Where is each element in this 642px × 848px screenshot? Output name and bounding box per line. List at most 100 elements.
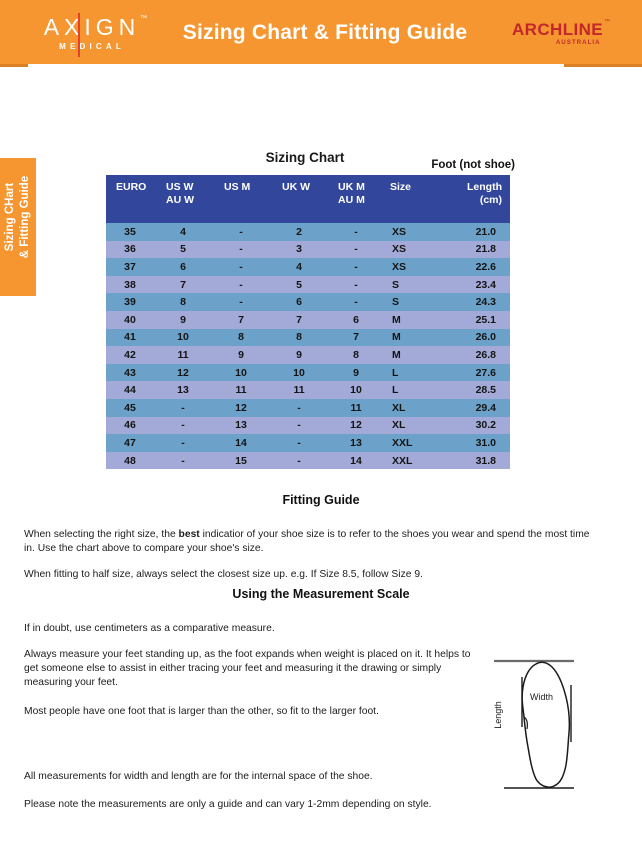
cell-uk-men: 8 — [328, 346, 384, 364]
cell-size: S — [384, 275, 446, 294]
cell-us-women: - — [154, 416, 212, 435]
cell-uk-women: 5 — [270, 275, 328, 294]
axign-stripe-accent — [78, 13, 80, 57]
cell-us-women: 9 — [154, 310, 212, 329]
measurement-scale-paragraph-1: If in doubt, use centimeters as a compar… — [24, 623, 275, 635]
sizing-chart-table: EURO US W AU W US M UK W UK M AU M Size … — [106, 175, 510, 470]
sizing-chart-body: 35 4-2- XS 21.0 36 5-3- XS 21.8 37 6-4- XS 22.6 38 7-… — [106, 223, 510, 470]
cell-size: L — [384, 381, 446, 399]
table-row: 36 5-3- XS 21.8 — [106, 240, 510, 259]
column-header-us-men-label: US M — [224, 181, 251, 193]
cell-uk-men: 14 — [328, 451, 384, 470]
column-header-us-women-label: US W — [166, 181, 194, 193]
fitting-p1-emphasis: best — [178, 529, 200, 541]
cell-length: 22.6 — [446, 258, 510, 276]
page-header-band — [0, 0, 642, 64]
axign-logo: AXIGN ™ MEDICAL — [32, 13, 152, 57]
cell-uk-men: 12 — [328, 416, 384, 435]
table-row: 48-15-14 XXL 31.8 — [106, 451, 510, 470]
cell-uk-women: - — [270, 451, 328, 470]
column-header-size-label: Size — [390, 181, 412, 193]
cell-uk-men: - — [328, 223, 384, 241]
cell-length: 26.0 — [446, 328, 510, 347]
axign-wordmark: AXIGN — [43, 14, 141, 40]
measurement-scale-paragraph-4: All measurements for width and length ar… — [24, 771, 373, 783]
cell-us-men: 11 — [212, 381, 270, 399]
cell-uk-women: 2 — [270, 223, 328, 241]
side-tab-sizing-chart: Sizing CHart & Fitting Guide — [0, 158, 36, 296]
foot-measurement-diagram: Width Length — [490, 645, 630, 845]
cell-size: XL — [384, 416, 446, 435]
cell-uk-women: 4 — [270, 258, 328, 276]
cell-length: 29.4 — [446, 398, 510, 417]
cell-euro: 44 — [106, 381, 154, 399]
table-row: 35 4-2- XS 21.0 — [106, 223, 510, 241]
cell-euro: 42 — [106, 346, 154, 364]
cell-euro: 45 — [106, 398, 154, 417]
table-row: 45-12-11 XL 29.4 — [106, 398, 510, 417]
cell-us-women: 4 — [154, 223, 212, 241]
fitting-guide-heading: Fitting Guide — [282, 493, 360, 507]
foot-outline-icon — [494, 659, 574, 789]
cell-size: XXL — [384, 451, 446, 470]
foot-not-shoe-note: Foot (not shoe) — [431, 159, 515, 171]
table-row: 44 13 11 11 10 L 28.5 — [106, 381, 510, 399]
column-header-euro: EURO — [106, 175, 154, 223]
cell-size: L — [384, 363, 446, 382]
fitting-p1-after: indicatior of your shoe size is to refer… — [24, 529, 590, 555]
cell-size: XL — [384, 398, 446, 417]
cell-length: 26.8 — [446, 346, 510, 364]
column-header-uk-men: UK M AU M — [328, 175, 384, 223]
cell-length: 31.0 — [446, 434, 510, 452]
cell-uk-women: - — [270, 434, 328, 452]
cell-euro: 35 — [106, 223, 154, 241]
table-row: 42 11 9 9 8 M 26.8 — [106, 346, 510, 364]
cell-us-women: 8 — [154, 293, 212, 311]
cell-us-women: 7 — [154, 275, 212, 294]
table-row: 46-13-12 XL 30.2 — [106, 416, 510, 435]
cell-uk-men: - — [328, 293, 384, 311]
axign-tagline: MEDICAL — [59, 42, 125, 51]
cell-size: M — [384, 346, 446, 364]
cell-size: XS — [384, 240, 446, 259]
cell-us-women: - — [154, 398, 212, 417]
cell-euro: 41 — [106, 328, 154, 347]
cell-euro: 47 — [106, 434, 154, 452]
table-row: 43 12 10 10 9 L 27.6 — [106, 363, 510, 382]
column-header-length-unit: (cm) — [479, 194, 502, 206]
diagram-length-label: Length — [492, 701, 503, 729]
cell-length: 21.0 — [446, 223, 510, 241]
table-row: 40 9 7 7 6 M 25.1 — [106, 310, 510, 329]
column-header-us-women: US W AU W — [154, 175, 212, 223]
cell-euro: 36 — [106, 240, 154, 259]
cell-us-men: - — [212, 293, 270, 311]
fitting-guide-paragraph-1: When selecting the right size, the best … — [24, 528, 596, 556]
cell-length: 28.5 — [446, 381, 510, 399]
column-header-uk-women: UK W — [270, 175, 328, 223]
table-row: 39 8-6- S 24.3 — [106, 293, 510, 311]
measurement-scale-heading: Using the Measurement Scale — [232, 587, 410, 601]
cell-uk-women: 6 — [270, 293, 328, 311]
cell-uk-men: 13 — [328, 434, 384, 452]
cell-us-men: - — [212, 240, 270, 259]
cell-uk-men: 6 — [328, 310, 384, 329]
cell-uk-men: 11 — [328, 398, 384, 417]
column-header-length: Length (cm) — [446, 175, 510, 223]
cell-length: 23.4 — [446, 275, 510, 294]
cell-euro: 48 — [106, 451, 154, 470]
fitting-guide-paragraph-2: When fitting to half size, always select… — [24, 569, 423, 581]
cell-us-men: 15 — [212, 451, 270, 470]
cell-length: 25.1 — [446, 310, 510, 329]
header-underline-divider — [0, 64, 642, 67]
cell-euro: 43 — [106, 363, 154, 382]
cell-uk-men: - — [328, 258, 384, 276]
diagram-width-label: Width — [530, 692, 554, 702]
cell-size: XXL — [384, 434, 446, 452]
cell-us-men: - — [212, 275, 270, 294]
cell-length: 21.8 — [446, 240, 510, 259]
column-header-euro-label: EURO — [116, 181, 147, 193]
column-header-size: Size — [384, 175, 446, 223]
cell-us-women: - — [154, 451, 212, 470]
cell-uk-women: 8 — [270, 328, 328, 347]
table-row: 41 10 8 8 7 M 26.0 — [106, 328, 510, 347]
